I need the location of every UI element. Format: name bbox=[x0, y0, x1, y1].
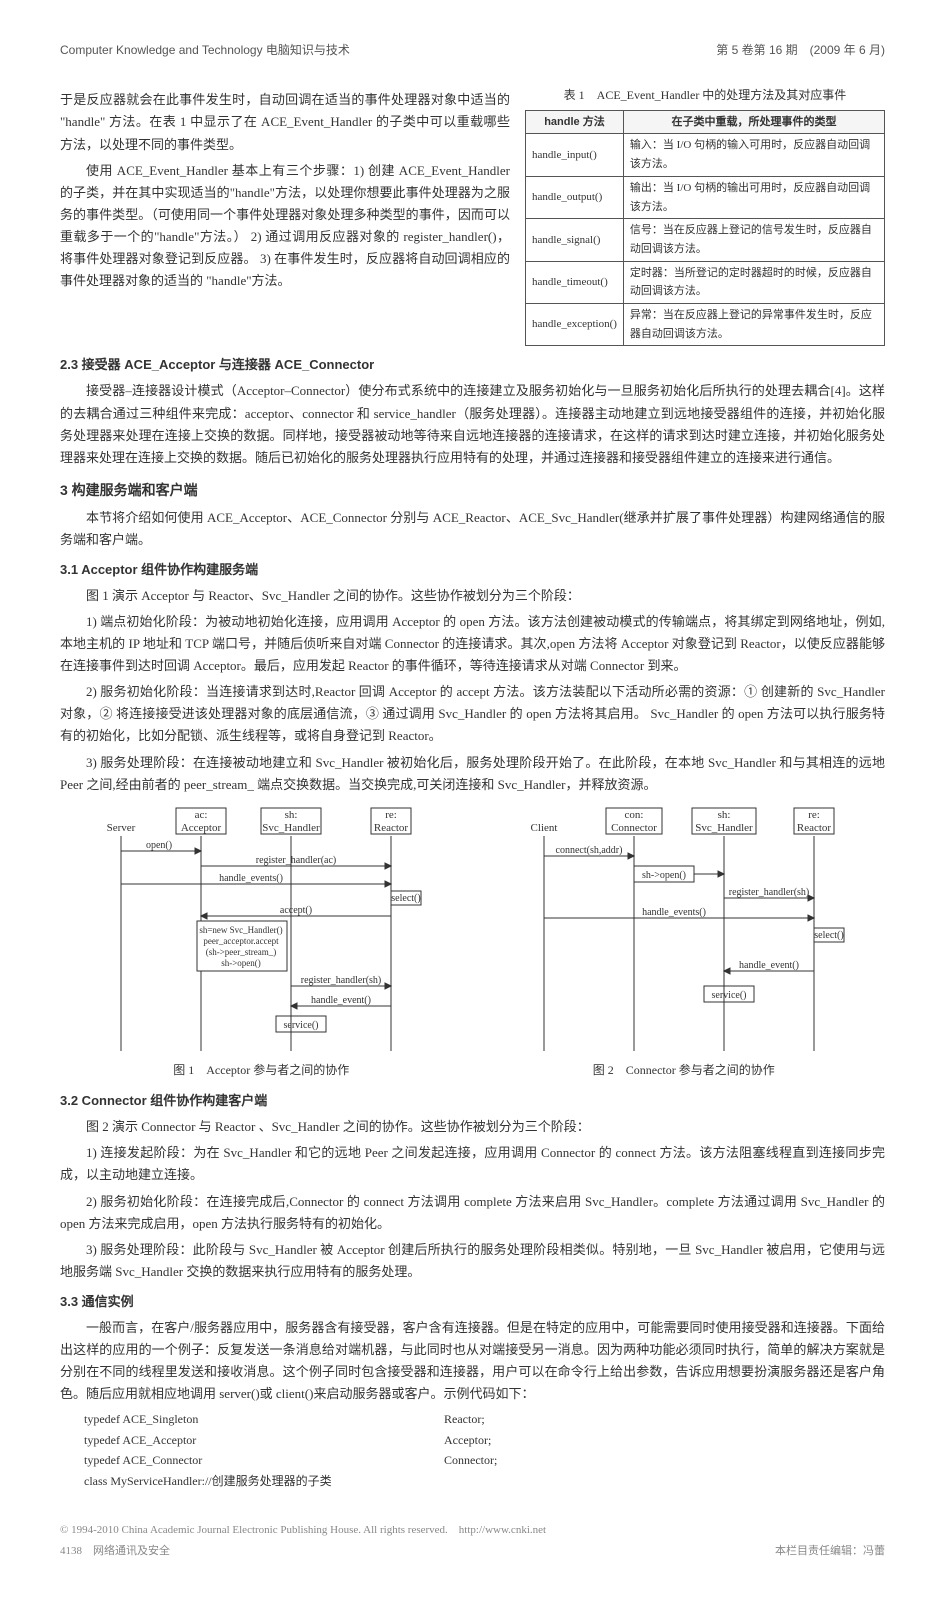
paragraph: 一般而言，在客户/服务器应用中，服务器含有接受器，客户含有连接器。但是在特定的应… bbox=[60, 1317, 885, 1405]
svg-text:Svc_Handler: Svc_Handler bbox=[695, 822, 753, 834]
svg-text:Svc_Handler: Svc_Handler bbox=[263, 822, 321, 834]
paragraph: 3) 服务处理阶段：在连接被动地建立和 Svc_Handler 被初始化后，服务… bbox=[60, 752, 885, 796]
svg-text:Reactor: Reactor bbox=[374, 822, 409, 834]
page-footer-2: 4138 网络通讯及安全 本栏目责任编辑：冯蕾 bbox=[60, 1542, 885, 1561]
svg-text:register_handler(sh): register_handler(sh) bbox=[301, 975, 382, 986]
svg-text:Acceptor: Acceptor bbox=[181, 822, 222, 834]
paragraph: 2) 服务初始化阶段：当连接请求到达时,Reactor 回调 Acceptor … bbox=[60, 681, 885, 747]
svg-text:handle_event(): handle_event() bbox=[739, 960, 799, 971]
editor-label: 本栏目责任编辑：冯蕾 bbox=[775, 1542, 885, 1561]
svg-text:re:: re: bbox=[385, 809, 397, 821]
section-3-3-title: 3.3 通信实例 bbox=[60, 1291, 885, 1313]
svg-text:sh:: sh: bbox=[285, 809, 298, 821]
table-row: handle_output()输出：当 I/O 句柄的输出可用时，反应器自动回调… bbox=[526, 176, 885, 218]
table-row: handle_signal()信号：当在反应器上登记的信号发生时，反应器自动回调… bbox=[526, 219, 885, 261]
paragraph: 图 1 演示 Acceptor 与 Reactor、Svc_Handler 之间… bbox=[60, 585, 885, 607]
paragraph: 3) 服务处理阶段：此阶段与 Svc_Handler 被 Acceptor 创建… bbox=[60, 1239, 885, 1283]
svg-text:Reactor: Reactor bbox=[797, 822, 832, 834]
table-row: handle_exception()异常：当在反应器上登记的异常事件发生时，反应… bbox=[526, 303, 885, 345]
svg-text:sh->open(): sh->open() bbox=[642, 870, 686, 881]
svg-text:accept(): accept() bbox=[280, 905, 312, 916]
page-footer: © 1994-2010 China Academic Journal Elect… bbox=[60, 1521, 885, 1540]
section-2-3-title: 2.3 接受器 ACE_Acceptor 与连接器 ACE_Connector bbox=[60, 354, 885, 376]
svg-text:handle_event(): handle_event() bbox=[311, 995, 371, 1006]
issue-info: 第 5 卷第 16 期 (2009 年 6 月) bbox=[716, 40, 885, 60]
svg-text:Connector: Connector bbox=[611, 822, 657, 834]
svg-text:sh->open(): sh->open() bbox=[221, 958, 261, 968]
figure-row: Server ac: Acceptor sh: Svc_Handler re: … bbox=[60, 806, 885, 1080]
svg-text:select(): select() bbox=[814, 930, 843, 941]
code-line: typedef ACE_Connector Connector; bbox=[84, 1450, 885, 1470]
section-3-2-title: 3.2 Connector 组件协作构建客户端 bbox=[60, 1090, 885, 1112]
sequence-diagram-connector: Client con: Connector sh: Svc_Handler re… bbox=[494, 806, 874, 1056]
svg-text:Server: Server bbox=[107, 822, 136, 834]
journal-title: Computer Knowledge and Technology 电脑知识与技… bbox=[60, 40, 350, 60]
code-line: typedef ACE_Acceptor Acceptor; bbox=[84, 1430, 885, 1450]
svg-text:connect(sh,addr): connect(sh,addr) bbox=[555, 845, 622, 856]
svg-text:peer_acceptor.accept: peer_acceptor.accept bbox=[204, 936, 280, 946]
svg-text:open(): open() bbox=[146, 840, 172, 851]
table1-h0: handle 方法 bbox=[526, 110, 624, 134]
table-row: handle_timeout()定时器：当所登记的定时器超时的时候，反应器自动回… bbox=[526, 261, 885, 303]
table1-block: 表 1 ACE_Event_Handler 中的处理方法及其对应事件 handl… bbox=[525, 85, 885, 346]
section-3-title: 3 构建服务端和客户端 bbox=[60, 479, 885, 503]
paragraph: 1) 端点初始化阶段：为被动地初始化连接，应用调用 Acceptor 的 ope… bbox=[60, 611, 885, 677]
page-header: Computer Knowledge and Technology 电脑知识与技… bbox=[60, 40, 885, 60]
svg-text:service(): service() bbox=[711, 990, 746, 1001]
svg-text:register_handler(ac): register_handler(ac) bbox=[256, 855, 337, 866]
copyright-text: © 1994-2010 China Academic Journal Elect… bbox=[60, 1521, 546, 1540]
paragraph: 本节将介绍如何使用 ACE_Acceptor、ACE_Connector 分别与… bbox=[60, 507, 885, 551]
figure-1: Server ac: Acceptor sh: Svc_Handler re: … bbox=[60, 806, 463, 1080]
svg-text:service(): service() bbox=[284, 1020, 319, 1031]
svg-text:(sh->peer_stream_): (sh->peer_stream_) bbox=[206, 947, 277, 957]
table1-caption: 表 1 ACE_Event_Handler 中的处理方法及其对应事件 bbox=[525, 85, 885, 105]
figure-1-caption: 图 1 Acceptor 参与者之间的协作 bbox=[60, 1060, 463, 1080]
svg-text:re:: re: bbox=[808, 809, 820, 821]
section-3-1-title: 3.1 Acceptor 组件协作构建服务端 bbox=[60, 559, 885, 581]
code-block: typedef ACE_Singleton Reactor; typedef A… bbox=[84, 1409, 885, 1491]
paragraph: 接受器–连接器设计模式（Acceptor–Connector）使分布式系统中的连… bbox=[60, 380, 885, 468]
code-line: typedef ACE_Singleton Reactor; bbox=[84, 1409, 885, 1429]
table1: handle 方法 在子类中重载，所处理事件的类型 handle_input()… bbox=[525, 110, 885, 347]
intro-block: 表 1 ACE_Event_Handler 中的处理方法及其对应事件 handl… bbox=[60, 85, 885, 346]
code-line: class MyServiceHandler://创建服务处理器的子类 bbox=[84, 1471, 885, 1491]
svg-text:handle_events(): handle_events() bbox=[219, 873, 283, 884]
svg-text:sh:: sh: bbox=[717, 809, 730, 821]
paragraph: 2) 服务初始化阶段：在连接完成后,Connector 的 connect 方法… bbox=[60, 1191, 885, 1235]
page-number: 4138 bbox=[60, 1545, 82, 1557]
svg-text:sh=new Svc_Handler(): sh=new Svc_Handler() bbox=[200, 925, 283, 935]
svg-text:select(): select() bbox=[392, 893, 421, 904]
paragraph: 1) 连接发起阶段：为在 Svc_Handler 和它的远地 Peer 之间发起… bbox=[60, 1142, 885, 1186]
svg-text:Client: Client bbox=[530, 822, 557, 834]
sequence-diagram-acceptor: Server ac: Acceptor sh: Svc_Handler re: … bbox=[71, 806, 451, 1056]
svg-text:handle_events(): handle_events() bbox=[642, 907, 706, 918]
svg-text:con:: con: bbox=[624, 809, 643, 821]
section-label: 网络通讯及安全 bbox=[93, 1545, 170, 1557]
table-row: handle_input()输入：当 I/O 句柄的输入可用时，反应器自动回调该… bbox=[526, 134, 885, 176]
svg-text:ac:: ac: bbox=[195, 809, 208, 821]
figure-2: Client con: Connector sh: Svc_Handler re… bbox=[483, 806, 886, 1080]
paragraph: 图 2 演示 Connector 与 Reactor 、Svc_Handler … bbox=[60, 1116, 885, 1138]
table1-h1: 在子类中重载，所处理事件的类型 bbox=[623, 110, 884, 134]
svg-text:register_handler(sh): register_handler(sh) bbox=[728, 887, 809, 898]
figure-2-caption: 图 2 Connector 参与者之间的协作 bbox=[483, 1060, 886, 1080]
